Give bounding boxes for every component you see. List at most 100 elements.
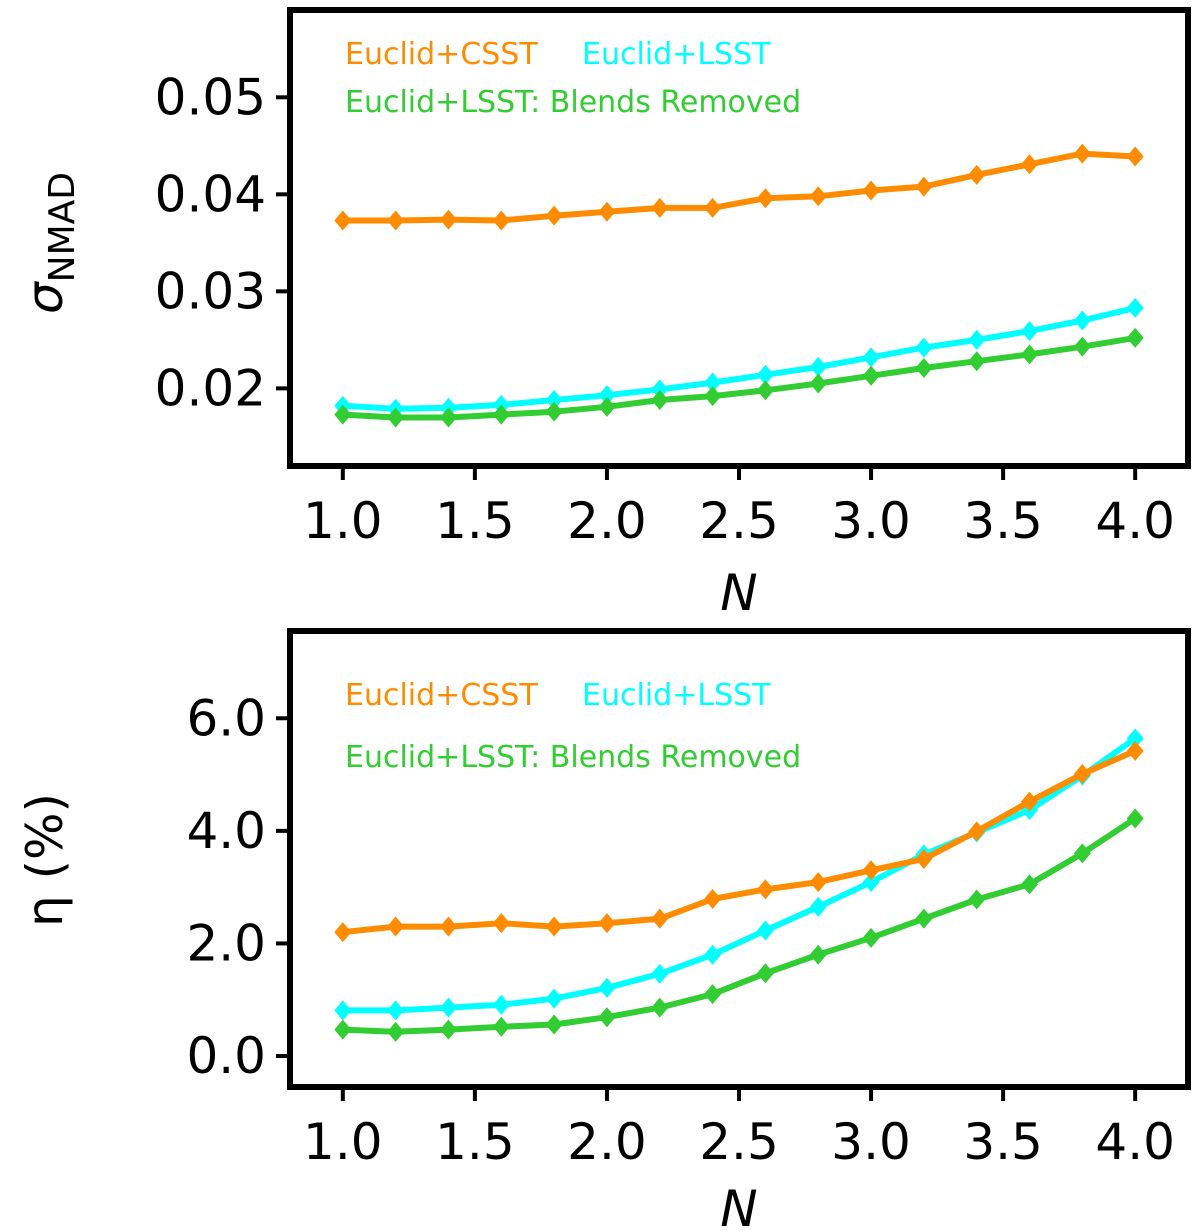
sigma-nmad-ytick-label: 0.05 [155, 68, 266, 126]
data-point-euclid-csst [598, 913, 616, 934]
data-point-euclid-lsst-blends-removed [1021, 344, 1039, 365]
eta-yticks: 0.0 2.0 4.0 6.0 [186, 689, 290, 1085]
data-point-euclid-lsst-blends-removed [968, 351, 986, 372]
data-point-euclid-lsst [439, 997, 457, 1018]
eta-xtick-label: 3.0 [831, 1113, 911, 1171]
data-point-euclid-lsst-blends-removed [545, 1014, 563, 1035]
data-point-euclid-lsst-blends-removed [387, 1021, 405, 1042]
data-point-euclid-lsst [756, 364, 774, 385]
data-point-euclid-lsst-blends-removed [334, 1019, 352, 1040]
data-point-euclid-lsst [598, 977, 616, 998]
data-point-euclid-lsst-blends-removed [492, 1016, 510, 1037]
data-point-euclid-csst [598, 201, 616, 222]
data-point-euclid-lsst-blends-removed [756, 963, 774, 984]
legend-label-euclid-lsst: Euclid+LSST [582, 678, 771, 713]
data-point-euclid-lsst [492, 994, 510, 1015]
eta-ytick-label: 2.0 [186, 914, 266, 972]
sigma-nmad-panel: 0.02 0.03 0.04 0.05 1.0 1.5 2.0 2.5 3.0 3.5 4.0 E… [16, 7, 1191, 622]
data-point-euclid-lsst [968, 329, 986, 350]
data-point-euclid-csst [545, 205, 563, 226]
eta-y-axis-label: η (%) [16, 793, 74, 927]
sigma-nmad-xtick-label: 1.5 [435, 492, 515, 550]
data-point-euclid-lsst-blends-removed [651, 390, 669, 411]
data-point-euclid-csst [862, 180, 880, 201]
data-point-euclid-lsst-blends-removed [439, 1019, 457, 1040]
series-line-euclid-lsst-blends-removed [342, 815, 1137, 1035]
data-point-euclid-lsst-blends-removed [1073, 843, 1091, 864]
data-point-euclid-lsst [756, 920, 774, 941]
data-point-euclid-lsst [545, 390, 563, 411]
data-point-euclid-csst [387, 210, 405, 231]
data-point-euclid-csst [651, 197, 669, 218]
data-point-euclid-csst [968, 164, 986, 185]
data-point-euclid-lsst [1126, 728, 1144, 749]
eta-xtick-label: 2.0 [567, 1113, 647, 1171]
sigma-nmad-y-axis-subscript: NMAD [42, 172, 83, 282]
data-point-euclid-lsst-blends-removed [809, 373, 827, 394]
data-point-euclid-csst [1126, 146, 1144, 167]
sigma-nmad-series-layer [334, 143, 1144, 428]
legend-label-blends-removed: Euclid+LSST: Blends Removed [345, 85, 801, 120]
legend-label-euclid-csst: Euclid+CSST [345, 37, 538, 72]
data-point-euclid-lsst-blends-removed [545, 401, 563, 422]
eta-panel: 0.0 2.0 4.0 6.0 1.0 1.5 2.0 2.5 3.0 3.5 4.0 Eucli… [16, 628, 1191, 1231]
data-point-euclid-csst [1126, 740, 1144, 761]
series-euclid-csst [334, 143, 1144, 231]
data-point-euclid-csst [545, 916, 563, 937]
data-point-euclid-csst [704, 888, 722, 909]
data-point-euclid-csst [1073, 143, 1091, 164]
data-point-euclid-lsst-blends-removed [1126, 327, 1144, 348]
data-point-euclid-csst [334, 922, 352, 943]
data-point-euclid-lsst [862, 347, 880, 368]
data-point-euclid-csst [756, 188, 774, 209]
data-point-euclid-csst [915, 849, 933, 869]
data-point-euclid-lsst-blends-removed [1126, 808, 1144, 829]
data-point-euclid-lsst-blends-removed [756, 380, 774, 401]
sigma-nmad-xtick-label: 1.0 [303, 492, 383, 550]
data-point-euclid-lsst-blends-removed [915, 908, 933, 929]
data-point-euclid-csst [915, 176, 933, 197]
eta-xtick-label: 1.0 [303, 1113, 383, 1171]
data-point-euclid-csst [439, 916, 457, 937]
series-line-euclid-lsst-blends-removed [342, 334, 1136, 421]
sigma-nmad-x-axis-label: N [720, 564, 757, 622]
data-point-euclid-lsst [1073, 310, 1091, 331]
data-point-euclid-lsst [598, 385, 616, 406]
sigma-nmad-ytick-label: 0.02 [155, 359, 266, 417]
data-point-euclid-lsst [809, 357, 827, 378]
data-point-euclid-csst [1021, 154, 1039, 175]
data-point-euclid-lsst [809, 896, 827, 917]
data-point-euclid-lsst-blends-removed [387, 407, 405, 428]
series-euclid-lsst-blends-removed [334, 808, 1144, 1042]
data-point-euclid-csst [862, 860, 880, 881]
legend-label-blends-removed: Euclid+LSST: Blends Removed [345, 740, 801, 775]
eta-x-axis-label: N [720, 1180, 757, 1231]
data-point-euclid-lsst [704, 372, 722, 393]
sigma-nmad-y-axis-symbol: σ [16, 281, 74, 314]
data-point-euclid-lsst-blends-removed [598, 396, 616, 417]
sigma-nmad-xtick-label: 3.5 [963, 492, 1043, 550]
data-point-euclid-lsst-blends-removed [862, 927, 880, 948]
sigma-nmad-xticks: 1.0 1.5 2.0 2.5 3.0 3.5 4.0 [303, 466, 1175, 550]
data-point-euclid-lsst-blends-removed [1021, 874, 1039, 895]
data-point-euclid-lsst [862, 872, 880, 893]
data-point-euclid-lsst [334, 1000, 352, 1021]
eta-xtick-label: 1.5 [435, 1113, 515, 1171]
eta-ytick-label: 4.0 [186, 802, 266, 860]
data-point-euclid-lsst-blends-removed [334, 404, 352, 425]
data-point-euclid-lsst-blends-removed [915, 358, 933, 379]
data-point-euclid-csst [809, 872, 827, 893]
legend-label-euclid-lsst: Euclid+LSST [582, 37, 771, 72]
sigma-nmad-xtick-label: 2.5 [699, 492, 779, 550]
eta-series-layer [334, 728, 1144, 1042]
data-point-euclid-csst [1021, 791, 1039, 812]
eta-ytick-label: 6.0 [186, 689, 266, 747]
data-point-euclid-lsst [1126, 297, 1144, 318]
series-line-euclid-lsst [342, 736, 1137, 1014]
data-point-euclid-csst [492, 913, 510, 934]
data-point-euclid-lsst-blends-removed [809, 944, 827, 965]
sigma-nmad-yticks: 0.02 0.03 0.04 0.05 [155, 68, 290, 417]
data-point-euclid-lsst [915, 337, 933, 358]
data-point-euclid-csst [756, 879, 774, 900]
